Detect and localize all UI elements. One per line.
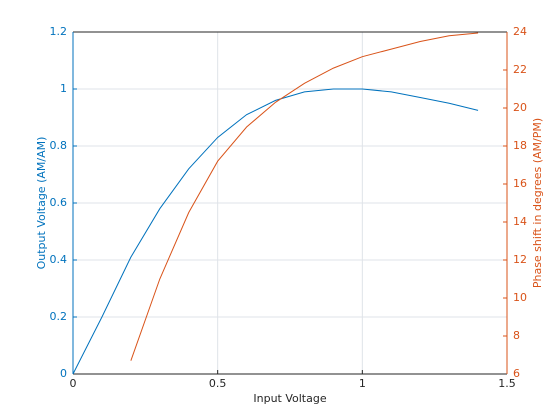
y-tick-label: 0 (60, 367, 67, 380)
series-line (72, 88, 479, 375)
y2-axis-label: Phase shift in degrees (AM/PM) (531, 118, 544, 288)
y2-tick-label: 12 (513, 253, 527, 266)
y-tick-label: 0.2 (50, 310, 68, 323)
y2-tick-label: 20 (513, 101, 527, 114)
x-axis-label: Input Voltage (253, 392, 326, 405)
y-tick-label: 1.2 (50, 25, 68, 38)
series-line (130, 32, 479, 361)
y-tick-label: 0.4 (50, 253, 68, 266)
x-tick-label: 0.5 (209, 377, 227, 390)
y-tick-label: 0.6 (50, 196, 68, 209)
y2-tick-label: 16 (513, 177, 527, 190)
y2-tick-label: 24 (513, 25, 527, 38)
x-tick-label: 1.5 (498, 377, 516, 390)
y-axis-label: Output Voltage (AM/AM) (35, 137, 48, 270)
y2-tick-label: 14 (513, 215, 527, 228)
y2-tick-label: 22 (513, 63, 527, 76)
y-tick-label: 1 (60, 82, 67, 95)
y2-tick-label: 6 (513, 367, 520, 380)
x-tick-label: 0 (70, 377, 77, 390)
y-tick-label: 0.8 (50, 139, 68, 152)
y2-tick-label: 8 (513, 329, 520, 342)
y2-tick-label: 10 (513, 291, 527, 304)
y2-tick-label: 18 (513, 139, 527, 152)
x-tick-label: 1 (359, 377, 366, 390)
